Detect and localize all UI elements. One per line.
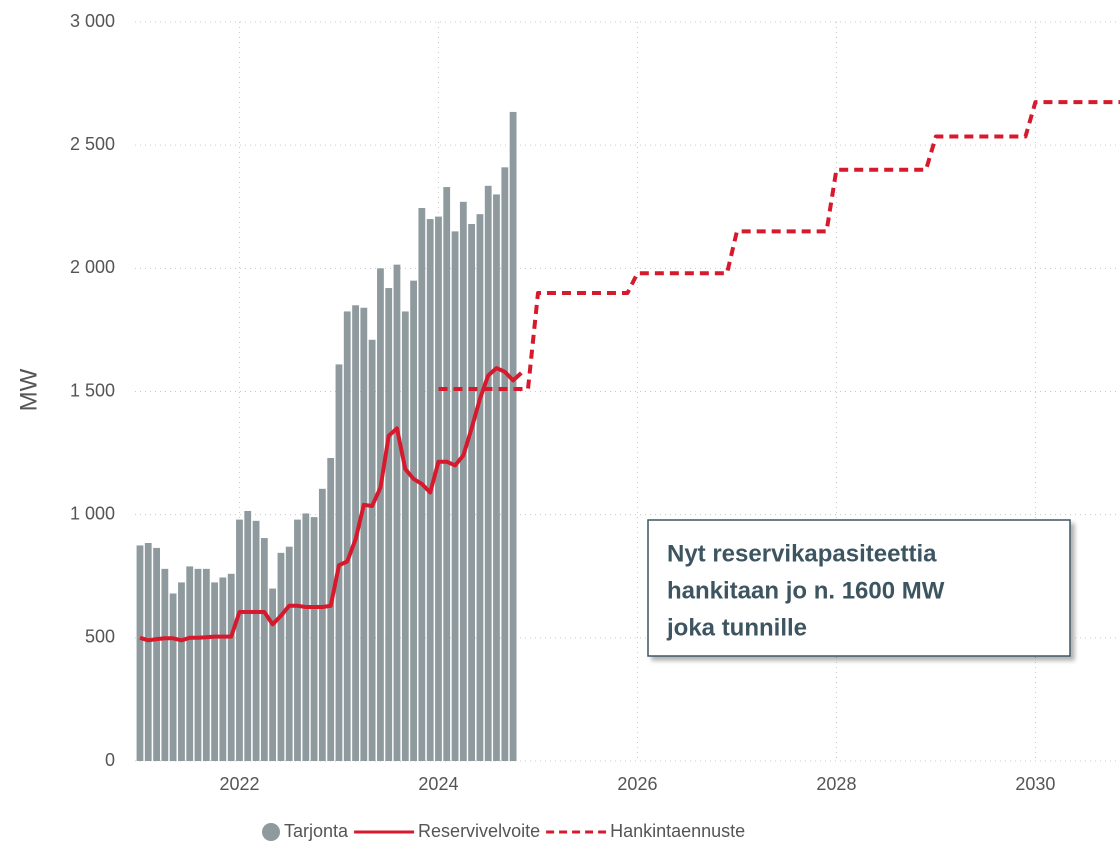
bar xyxy=(244,510,252,761)
y-tick-label: 1 500 xyxy=(70,380,115,400)
bar xyxy=(285,546,293,761)
bar xyxy=(385,288,393,761)
y-axis-label: MW xyxy=(15,368,42,411)
bar xyxy=(236,519,243,761)
x-tick-label: 2028 xyxy=(816,774,856,794)
bar xyxy=(377,268,384,761)
bar xyxy=(186,566,194,761)
bar xyxy=(459,201,467,761)
bar xyxy=(501,167,509,761)
dashed-line xyxy=(438,100,1120,391)
bar xyxy=(318,488,326,761)
bar xyxy=(509,111,517,761)
legend-swatch xyxy=(262,823,280,841)
bar xyxy=(269,588,277,761)
bar xyxy=(343,311,351,761)
bar xyxy=(360,307,368,761)
bar xyxy=(451,231,459,762)
y-tick-label: 1 000 xyxy=(70,503,115,523)
bar xyxy=(335,364,343,761)
bar xyxy=(202,568,210,761)
bar xyxy=(443,187,451,761)
bar xyxy=(368,339,376,761)
grid: 0 500 1 000 1 500 2 000 2 500 3 000 2022 2024 202… xyxy=(70,11,1120,794)
x-tick-label: 2022 xyxy=(219,774,259,794)
bar xyxy=(136,545,144,761)
legend-label: Hankintaennuste xyxy=(610,821,745,841)
bar xyxy=(410,280,417,761)
bar xyxy=(211,582,218,761)
legend-label: Reservivelvoite xyxy=(418,821,540,841)
bar xyxy=(476,214,484,761)
y-tick-label: 2 500 xyxy=(70,134,115,154)
bar xyxy=(302,513,310,761)
line xyxy=(139,366,523,643)
bar xyxy=(194,568,202,761)
marks xyxy=(136,100,1120,762)
legend-label: Tarjonta xyxy=(284,821,349,841)
y-tick-label: 500 xyxy=(85,627,115,647)
bar xyxy=(144,542,152,761)
annotation-box xyxy=(647,519,1071,657)
bar xyxy=(227,573,235,761)
bar xyxy=(401,311,409,761)
bar xyxy=(310,517,318,761)
bar xyxy=(161,568,169,761)
bar xyxy=(468,223,475,761)
annotation-line: Nyt reservikapasiteettia xyxy=(667,540,937,567)
x-tick-label: 2024 xyxy=(418,774,458,794)
y-tick-label: 0 xyxy=(105,750,115,770)
bar xyxy=(219,577,227,761)
bar xyxy=(393,264,401,761)
bar xyxy=(327,458,335,761)
x-tick-label: 2030 xyxy=(1015,774,1055,794)
bar xyxy=(484,185,492,762)
bar xyxy=(294,519,301,761)
bar xyxy=(260,538,268,761)
y-tick-label: 3 000 xyxy=(70,11,115,31)
bar xyxy=(493,194,500,761)
bar xyxy=(252,520,260,761)
bar xyxy=(435,216,442,761)
annotation-line: hankitaan jo n. 1600 MW xyxy=(667,577,945,604)
annotation-line: joka tunnille xyxy=(666,614,807,641)
y-tick-label: 2 000 xyxy=(70,257,115,277)
x-tick-label: 2026 xyxy=(617,774,657,794)
bar xyxy=(169,593,177,761)
bar xyxy=(277,552,285,761)
bar xyxy=(153,547,160,761)
legend: Tarjonta Reservivelvoite Hankintaennuste xyxy=(262,821,745,841)
bar xyxy=(178,582,185,761)
